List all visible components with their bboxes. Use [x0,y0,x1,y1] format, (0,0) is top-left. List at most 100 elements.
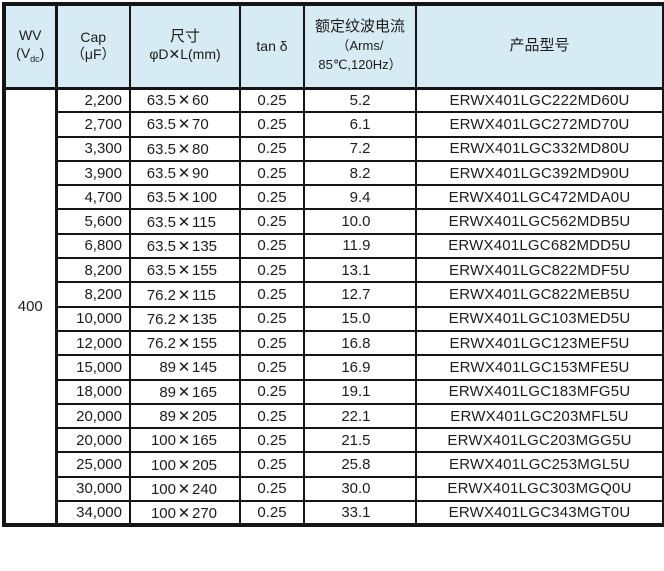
ripple-current-cell: 19.1 [303,378,417,405]
part-number-cell: ERWX401LGC822MDF5U [415,257,664,284]
dimensions-value: 63.5 ✕ 60 [136,91,234,109]
tan-delta-cell: 0.25 [239,159,305,187]
dimensions-value: 100 ✕ 205 [136,456,234,474]
multiply-symbol: ✕ [177,480,191,498]
ripple-current-cell: 10.0 [303,208,417,235]
dimensions-value: 100 ✕ 165 [136,431,234,449]
ripple-current-cell: 16.8 [303,329,417,357]
capacitance-cell: 8,200 [55,257,131,284]
dimensions-value: 76.2 ✕ 135 [136,310,234,328]
multiply-symbol: ✕ [177,213,191,231]
part-number-cell: ERWX401LGC253MGL5U [415,451,664,478]
ripple-current-cell: 5.2 [303,86,417,114]
ripple-frac-part: .5 [358,431,371,449]
dimensions-value: 76.2 ✕ 155 [136,334,234,352]
capacitance-cell: 34,000 [55,500,131,527]
dimension-length: 60 [192,92,209,110]
tan-delta-cell: 0.25 [239,135,305,162]
dimension-length: 135 [192,310,218,328]
dimensions-value: 100 ✕ 270 [136,504,234,522]
wv-value-cell: 400 [3,86,58,527]
ripple-current-value: 12.7 [338,286,382,303]
col-header-tan-delta: tan δ [239,3,305,90]
ripple-frac-part: .0 [358,213,371,231]
dimensions-cell: 63.5 ✕ 155 [129,257,241,284]
ripple-current-cell: 33.1 [303,500,417,527]
ripple-current-cell: 12.7 [303,281,417,308]
ripple-frac-part: .1 [358,504,371,522]
table-row: 10,000 76.2 ✕ 135 0.25 15.0 ERWX401LGC103MED5U [4,305,664,332]
dimension-diameter: 100 [150,504,176,522]
table-row: 5,600 63.5 ✕ 115 0.25 10.0 ERWX401LGC562MDB5U [4,208,664,235]
table-row: 2,700 63.5 ✕ 70 0.25 6.1 ERWX401LGC272MD70U [4,111,664,138]
part-number-cell: ERWX401LGC332MD80U [415,135,664,162]
ripple-frac-part: .9 [358,358,371,376]
capacitance-cell: 3,900 [55,159,131,187]
table-row: 8,200 63.5 ✕ 155 0.25 13.1 ERWX401LGC822MDF5U [4,257,664,284]
ripple-current-value: 25.8 [338,456,382,473]
tan-delta-cell: 0.25 [239,257,305,284]
part-number-cell: ERWX401LGC153MFE5U [415,354,664,381]
ripple-current-value: 7.2 [338,140,382,157]
ripple-int-part: 6 [349,115,358,133]
dimensions-value: 63.5 ✕ 90 [136,164,234,182]
dimensions-cell: 63.5 ✕ 90 [129,159,241,187]
dimensions-cell: 63.5 ✕ 135 [129,232,241,260]
ripple-int-part: 12 [341,286,358,304]
ripple-frac-part: .1 [358,407,371,425]
dimensions-value: 63.5 ✕ 155 [136,261,234,279]
dimension-length: 165 [192,383,218,401]
dimension-diameter: 63.5 [146,262,176,280]
part-number-cell: ERWX401LGC183MFG5U [415,378,664,405]
ripple-frac-part: .9 [358,237,371,255]
dimensions-cell: 100 ✕ 205 [129,451,241,478]
multiply-symbol: ✕ [177,165,191,183]
table-row: 400 2,200 63.5 ✕ 60 0.25 5.2 ERWX401LGC222MD60U [3,86,664,527]
part-number-cell: ERWX401LGC343MGT0U [415,500,664,527]
part-number-cell: ERWX401LGC303MGQ0U [415,475,664,503]
ripple-current-value: 22.1 [338,408,382,425]
dimension-length: 155 [192,335,218,353]
dimension-diameter: 89 [159,359,176,377]
dimensions-value: 63.5 ✕ 115 [136,213,234,231]
size-header-title: 尺寸 [169,27,200,45]
multiply-symbol: ✕ [177,262,191,280]
col-header-ripple-current: 额定纹波电流 （Arms/ 85℃,120Hz） [303,3,417,90]
multiply-symbol: ✕ [177,310,191,328]
dimension-diameter: 63.5 [146,140,176,158]
dimensions-cell: 76.2 ✕ 135 [129,305,241,332]
capacitance-cell: 20,000 [55,402,131,430]
ripple-frac-part: .4 [358,188,371,206]
table-row: 8,200 76.2 ✕ 115 0.25 12.7 ERWX401LGC822MEB5U [4,281,664,308]
ripple-current-value: 19.1 [338,383,382,400]
dimension-length: 90 [192,165,209,183]
dimensions-cell: 100 ✕ 270 [129,500,241,527]
table-header: WV (Vdc) Cap （μF） 尺寸 φD✕L(mm) tan δ 额定纹波… [3,3,664,90]
ripple-int-part: 16 [341,358,358,376]
ripple-current-cell: 9.4 [303,184,417,211]
table-row: 6,800 63.5 ✕ 135 0.25 11.9 ERWX401LGC682MDD5U [4,232,664,260]
multiply-symbol: ✕ [177,335,191,353]
cap-header-unit: （μF） [70,46,116,63]
table-row: 34,000 100 ✕ 270 0.25 33.1 ERWX401LGC343MGT0U [4,500,664,527]
capacitance-cell: 30,000 [55,475,131,503]
tan-delta-cell: 0.25 [239,500,305,527]
dimensions-cell: 63.5 ✕ 115 [129,208,241,235]
dimensions-value: 76.2 ✕ 115 [136,286,234,304]
tan-delta-cell: 0.25 [239,475,305,503]
ripple-current-value: 16.8 [338,335,382,352]
ripple-int-part: 15 [341,310,358,328]
ripple-current-value: 30.0 [338,480,382,497]
table-row: 4,700 63.5 ✕ 100 0.25 9.4 ERWX401LGC472MDA0U [4,184,664,211]
ripple-current-cell: 13.1 [303,257,417,284]
capacitor-spec-table: WV (Vdc) Cap （μF） 尺寸 φD✕L(mm) tan δ 额定纹波… [2,2,664,528]
dimension-length: 165 [192,432,218,450]
ripple-current-cell: 21.5 [303,427,417,454]
ripple-int-part: 13 [341,261,358,279]
part-number-cell: ERWX401LGC203MFL5U [415,402,664,430]
ripple-int-part: 25 [341,456,358,474]
ripple-int-part: 9 [349,188,358,206]
multiply-symbol: ✕ [177,504,191,522]
part-number-header-title: 产品型号 [509,36,570,54]
tan-delta-header-title: tan δ [256,37,288,54]
